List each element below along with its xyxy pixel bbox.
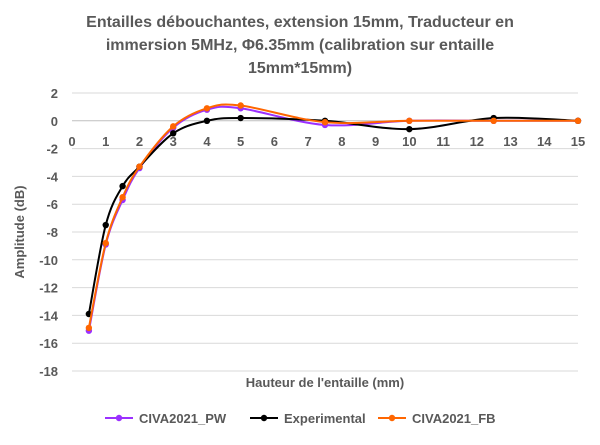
data-point: [119, 182, 126, 190]
y-tick-label: -6: [46, 197, 58, 212]
data-point: [102, 239, 109, 247]
chart-title-line: immersion 5MHz, Φ6.35mm (calibration sur…: [106, 37, 494, 54]
x-tick-label: 14: [537, 134, 552, 149]
x-tick-label: 13: [503, 134, 517, 149]
y-tick-label: -10: [39, 253, 58, 268]
series-civa2021-fb: [85, 102, 582, 332]
y-tick-label: -14: [39, 308, 59, 323]
legend-marker: [115, 414, 123, 422]
x-tick-label: 5: [237, 134, 244, 149]
y-tick-label: 0: [51, 114, 58, 129]
data-point: [203, 105, 211, 112]
y-axis-title: Amplitude (dB): [12, 185, 27, 278]
legend-label: CIVA2021_PW: [139, 411, 227, 426]
legend-label: Experimental: [284, 411, 366, 426]
data-point: [490, 117, 497, 125]
y-tick-label: -4: [46, 169, 58, 184]
y-tick-label: 2: [51, 86, 58, 101]
x-tick-label: 7: [305, 134, 312, 149]
x-tick-label: 6: [271, 134, 278, 149]
x-tick-label: 3: [170, 134, 177, 149]
legend-marker: [388, 414, 396, 422]
data-point: [102, 221, 109, 229]
y-tick-label: -18: [39, 364, 58, 379]
series-line: [87, 103, 578, 329]
x-tick-label: 2: [136, 134, 143, 149]
x-tick-label: 0: [68, 134, 75, 149]
legend: CIVA2021_PW Experimental CIVA2021_FB: [105, 411, 496, 426]
data-point: [136, 163, 143, 170]
data-point: [119, 194, 126, 201]
data-point: [574, 117, 582, 125]
x-tick-label: 12: [470, 134, 484, 149]
legend-label: CIVA2021_FB: [412, 411, 496, 426]
x-tick-label: 8: [338, 134, 345, 149]
legend-item: Experimental: [250, 411, 366, 426]
series-lines: [85, 102, 582, 334]
x-tick-label: 10: [402, 134, 416, 149]
legend-item: CIVA2021_FB: [378, 411, 496, 426]
x-tick-label: 4: [203, 134, 211, 149]
x-tick-label: 9: [372, 134, 379, 149]
series-line: [87, 116, 579, 315]
data-point: [406, 125, 413, 133]
chart-title-line: Entailles débouchantes, extension 15mm, …: [86, 14, 514, 31]
chart-title-line: 15mm*15mm): [248, 60, 352, 77]
data-point: [321, 118, 329, 126]
data-point: [237, 114, 244, 122]
y-tick-label: -12: [39, 281, 58, 296]
data-point: [170, 123, 177, 130]
gridlines: [72, 92, 578, 372]
x-axis-title: Hauteur de l'entaille (mm): [246, 375, 404, 390]
x-tick-label: 15: [571, 134, 585, 149]
x-tick-label: 1: [102, 134, 109, 149]
data-point: [406, 117, 413, 125]
data-point: [203, 117, 211, 125]
axes: 20-2-4-6-8-10-12-14-16-180 1 2 3 4 5 6 7 8 9 10 11 1…: [12, 86, 585, 390]
data-point: [170, 130, 177, 137]
chart-title: Entailles débouchantes, extension 15mm, …: [86, 14, 514, 77]
y-tick-label: -16: [39, 336, 58, 351]
data-point: [237, 102, 244, 109]
y-tick-label: -2: [46, 142, 58, 157]
y-tick-label: -8: [46, 225, 58, 240]
x-tick-label: 11: [436, 134, 450, 149]
legend-marker: [260, 414, 268, 422]
data-point: [85, 324, 93, 332]
legend-item: CIVA2021_PW: [105, 411, 227, 426]
